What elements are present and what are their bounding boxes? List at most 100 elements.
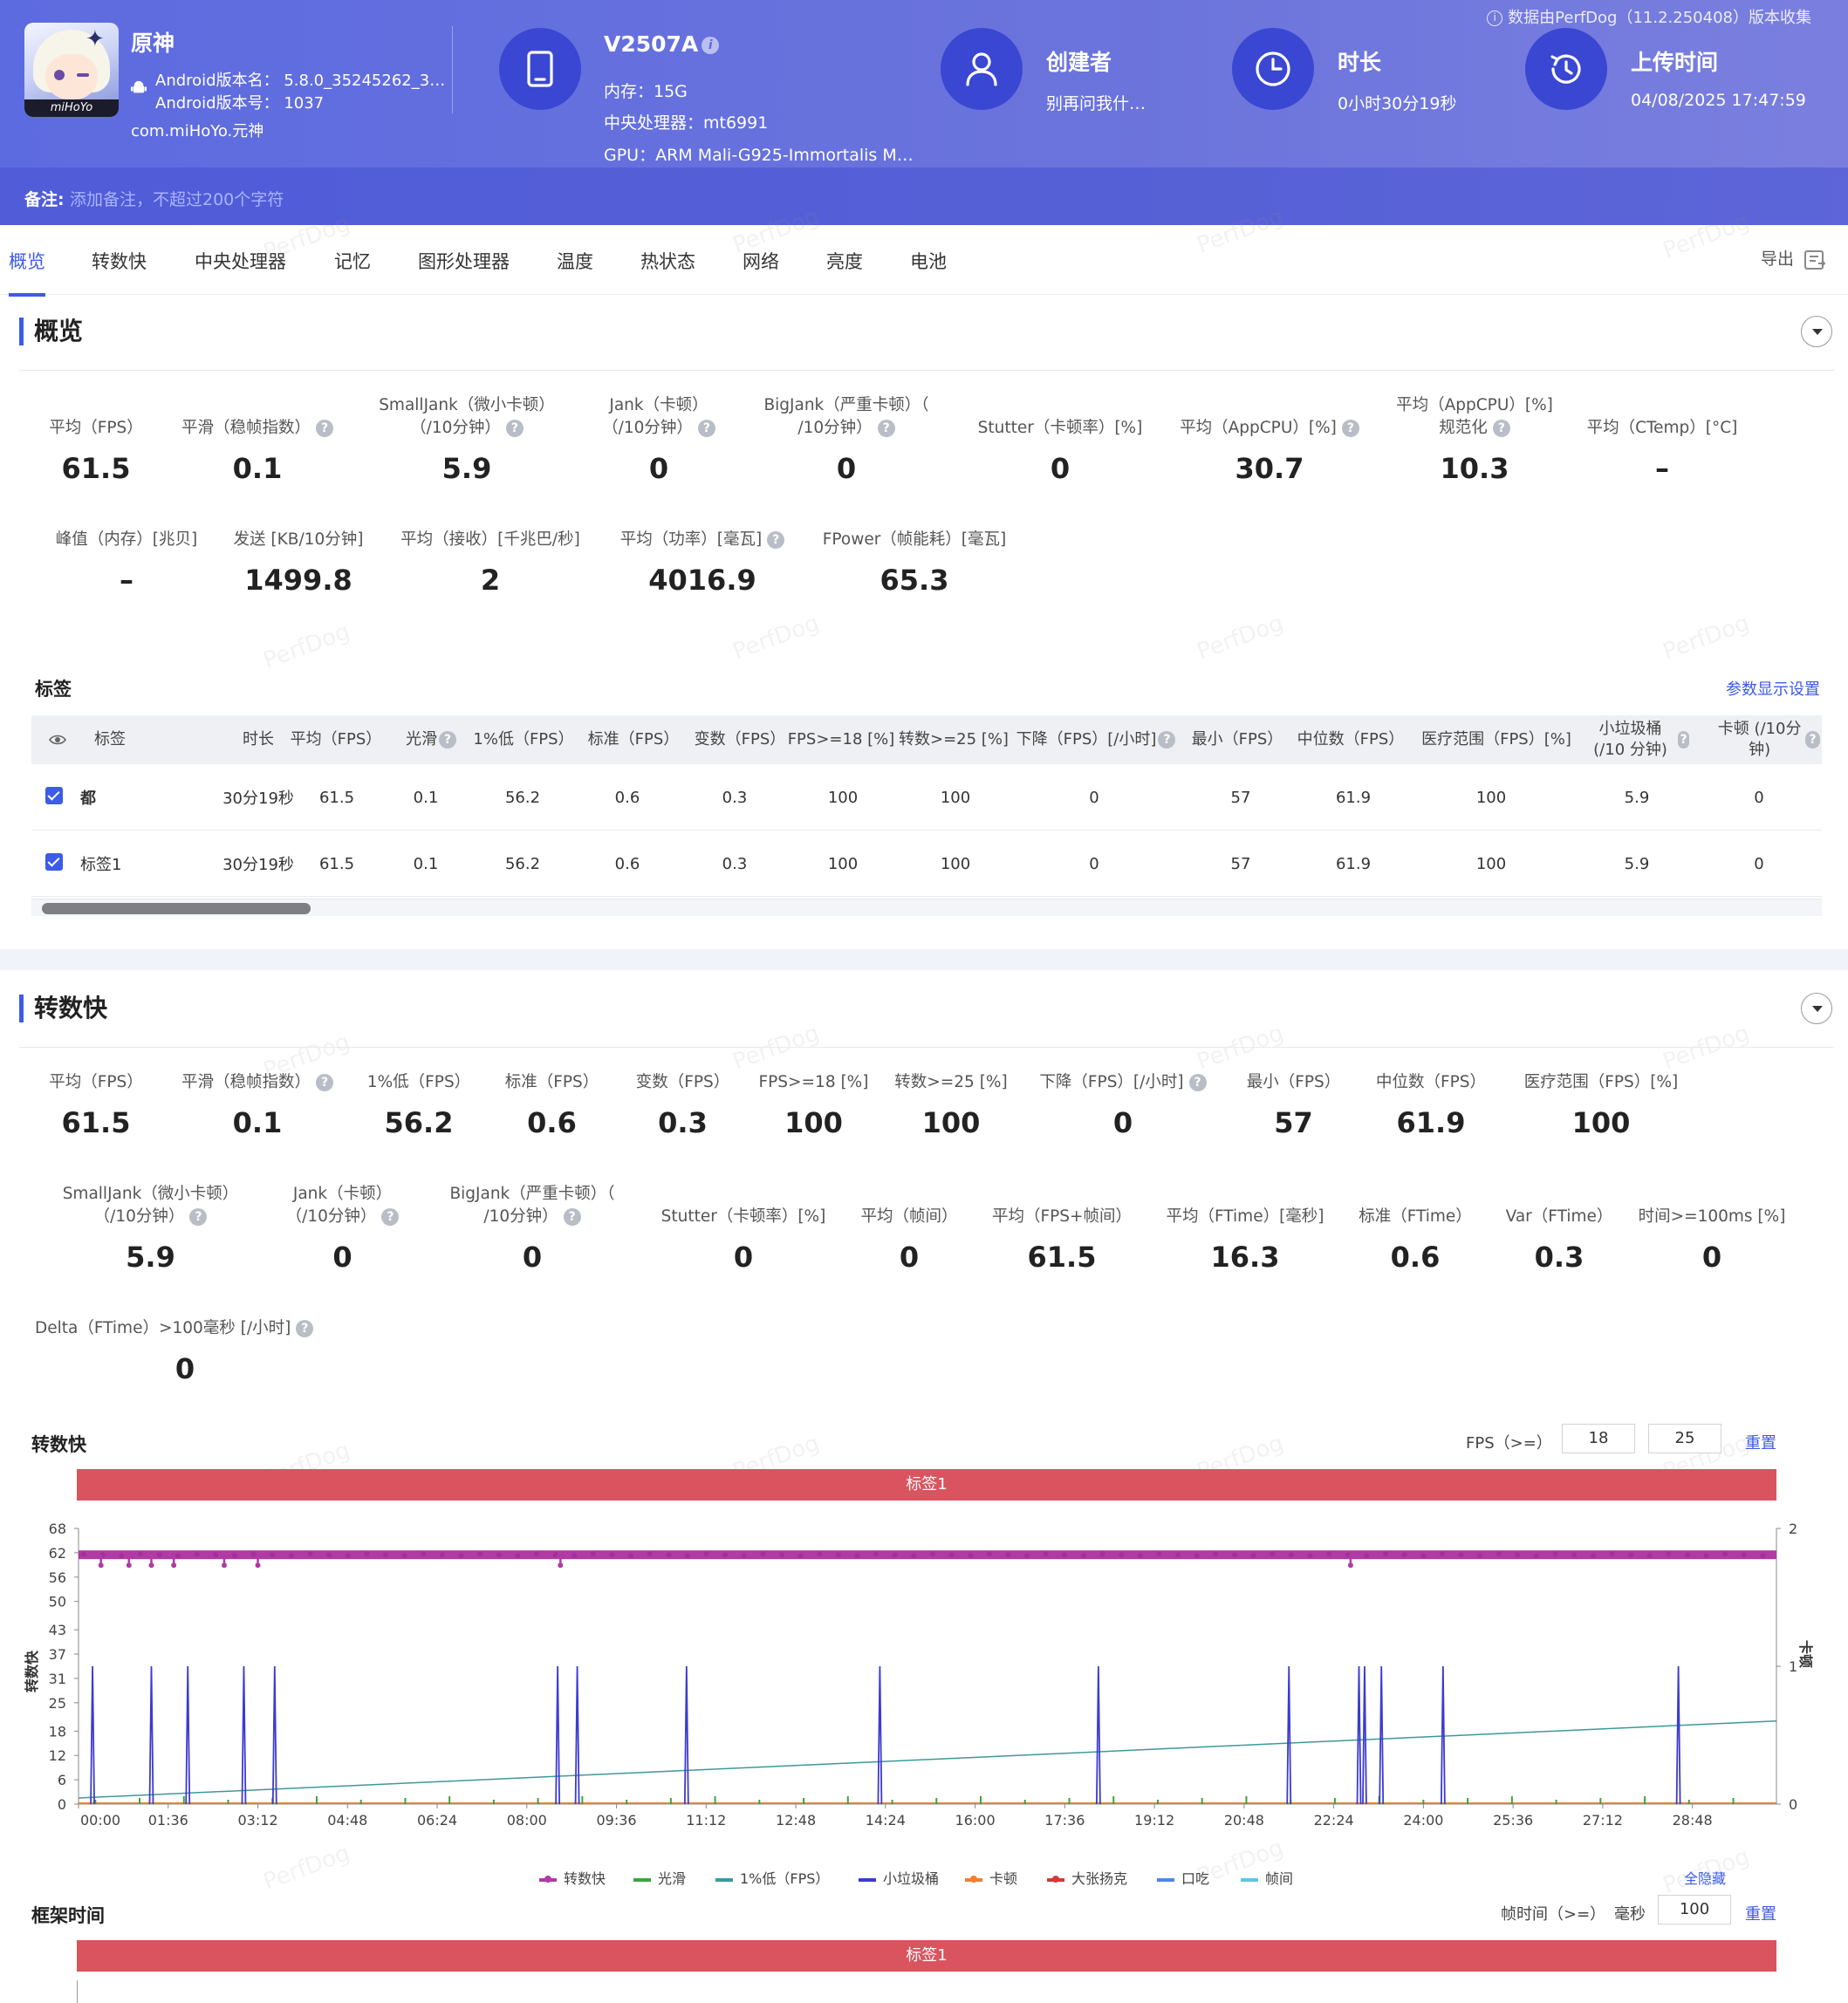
metric-std-ftime: 标准（FTime） 0.6: [1359, 1207, 1472, 1274]
series-fps-point: [1552, 1551, 1558, 1557]
series-fps-dip-point: [148, 1562, 154, 1569]
table-scrollbar[interactable]: [31, 899, 1822, 916]
tab-fps[interactable]: 转数快: [92, 251, 147, 272]
series-fps-dip-point: [221, 1562, 227, 1569]
help-icon[interactable]: ?: [1805, 731, 1820, 749]
col-min-fps[interactable]: 最小（FPS）: [1191, 730, 1283, 749]
tab-thermal[interactable]: 热状态: [640, 251, 695, 272]
help-icon[interactable]: ?: [1188, 1074, 1207, 1091]
help-icon[interactable]: ?: [439, 731, 456, 749]
metric-send: 发送 [KB/10分钟] 1499.8: [233, 530, 364, 597]
fps-threshold-label: FPS（>=）: [1466, 1434, 1552, 1453]
col-duration[interactable]: 时长: [243, 730, 274, 749]
fps-threshold-input-1[interactable]: 18: [1562, 1424, 1635, 1453]
tab-gpu[interactable]: 图形处理器: [418, 251, 510, 272]
series-fps-point: [270, 1552, 276, 1558]
series-fps-point: [797, 1553, 804, 1559]
col-median-fps[interactable]: 中位数（FPS）: [1297, 730, 1405, 749]
help-icon[interactable]: ?: [1492, 420, 1510, 437]
overview-collapse-button[interactable]: [1801, 316, 1832, 347]
row-checkbox[interactable]: [45, 853, 63, 871]
col-smalljank[interactable]: 小垃圾桶 (/10 分钟)?: [1584, 715, 1689, 764]
series-fps-dip-point: [126, 1562, 132, 1569]
series-smalljank-spike: [271, 1665, 277, 1805]
legend-smalljank[interactable]: 小垃圾桶: [859, 1867, 939, 1888]
tab-cpu[interactable]: 中央处理器: [195, 251, 286, 272]
legend-1pct-low[interactable]: 1%低（FPS）: [715, 1867, 829, 1888]
series-smalljank-spike: [1362, 1665, 1367, 1805]
series-fps-point: [119, 1553, 125, 1559]
remark-input[interactable]: 添加备注，不超过200个字符: [70, 190, 284, 209]
tab-brightness[interactable]: 亮度: [826, 251, 863, 272]
help-icon[interactable]: ?: [767, 531, 785, 549]
metric-var-ftime: Var（FTime） 0.3: [1505, 1207, 1613, 1274]
col-range-fps[interactable]: 医疗范围（FPS）[%]: [1421, 730, 1571, 749]
tag-bar[interactable]: 标签1: [77, 1469, 1776, 1501]
param-settings-link[interactable]: 参数显示设置: [1726, 680, 1820, 699]
frame-time-tag-bar[interactable]: 标签1: [77, 1940, 1776, 1972]
legend-fps[interactable]: 转数快: [539, 1867, 606, 1888]
fps-collapse-button[interactable]: [1801, 993, 1832, 1024]
device-model: V2507A i: [604, 31, 720, 57]
table-scrollbar-thumb[interactable]: [42, 903, 311, 914]
fps-reset-button[interactable]: 重置: [1745, 1434, 1776, 1453]
series-fps-point: [1590, 1553, 1596, 1559]
tab-battery[interactable]: 电池: [910, 251, 947, 272]
help-icon[interactable]: ?: [296, 1320, 314, 1337]
col-jank[interactable]: 卡顿 (/10分钟)?: [1715, 715, 1820, 764]
col-drop[interactable]: 下降（FPS）[/小时]?: [1009, 715, 1183, 764]
fps-threshold-input-2[interactable]: 25: [1648, 1424, 1721, 1453]
eye-icon[interactable]: [40, 715, 75, 764]
help-icon[interactable]: ?: [505, 420, 524, 437]
legend-swatch: [633, 1877, 651, 1882]
tab-temperature[interactable]: 温度: [557, 251, 593, 272]
frame-time-reset-button[interactable]: 重置: [1745, 1905, 1776, 1924]
tab-memory[interactable]: 记忆: [334, 251, 371, 272]
legend-bigjank[interactable]: 大张扬克: [1047, 1867, 1127, 1888]
col-1pct-low[interactable]: 1%低（FPS）: [473, 730, 574, 749]
series-fps-point: [1382, 1551, 1388, 1557]
col-smooth[interactable]: 光滑?: [387, 715, 475, 764]
frame-time-threshold-input[interactable]: 100: [1658, 1895, 1731, 1924]
frame-time-threshold-label: 帧时间（>=）: [1501, 1905, 1606, 1924]
legend-stutter[interactable]: 口吃: [1157, 1867, 1209, 1888]
legend-jank[interactable]: 卡顿: [965, 1867, 1017, 1888]
help-icon[interactable]: ?: [877, 420, 895, 437]
help-icon[interactable]: ?: [1341, 420, 1359, 437]
col-var-fps[interactable]: 变数（FPS）: [694, 730, 786, 749]
col-tag[interactable]: 标签: [94, 730, 126, 749]
col-avg-fps[interactable]: 平均（FPS）: [290, 730, 382, 749]
x-tick-label: 08:00: [507, 1812, 547, 1829]
cell-var-fps: 0.3: [722, 854, 748, 873]
x-tick-label: 28:48: [1673, 1812, 1713, 1829]
clock-icon: [1256, 51, 1290, 86]
help-icon[interactable]: ?: [316, 1074, 333, 1091]
tab-overview[interactable]: 概览: [9, 248, 45, 297]
legend-swatch: [539, 1875, 557, 1883]
help-icon[interactable]: ?: [697, 420, 715, 437]
device-info-icon[interactable]: i: [702, 37, 720, 54]
logo-brand-text: miHoYo: [24, 99, 119, 117]
help-icon[interactable]: ?: [381, 1208, 400, 1226]
series-fps-point: [175, 1553, 181, 1559]
col-fps18[interactable]: FPS>=18 [%]: [787, 730, 895, 749]
col-std-fps[interactable]: 标准（FPS）: [587, 730, 680, 749]
series-fps-point: [1703, 1553, 1709, 1559]
col-fps25[interactable]: 转数>=25 [%]: [899, 730, 1009, 749]
help-icon[interactable]: ?: [1158, 731, 1176, 749]
cell-avg-fps: 61.5: [318, 788, 355, 807]
help-icon[interactable]: ?: [1678, 731, 1689, 749]
series-smalljank-spike: [1356, 1665, 1362, 1805]
legend-interframe[interactable]: 帧间: [1241, 1867, 1293, 1888]
row-checkbox[interactable]: [45, 787, 63, 804]
help-icon[interactable]: ?: [563, 1208, 581, 1226]
x-tick-label: 03:12: [237, 1812, 277, 1829]
hide-all-button[interactable]: 全隐藏: [1684, 1870, 1727, 1887]
series-fps-band: [79, 1550, 1776, 1560]
legend-smooth[interactable]: 光滑: [633, 1867, 686, 1888]
tab-network[interactable]: 网络: [743, 251, 779, 272]
export-button[interactable]: 导出: [1761, 246, 1827, 272]
help-icon[interactable]: ?: [316, 420, 333, 437]
help-icon[interactable]: ?: [189, 1208, 208, 1226]
